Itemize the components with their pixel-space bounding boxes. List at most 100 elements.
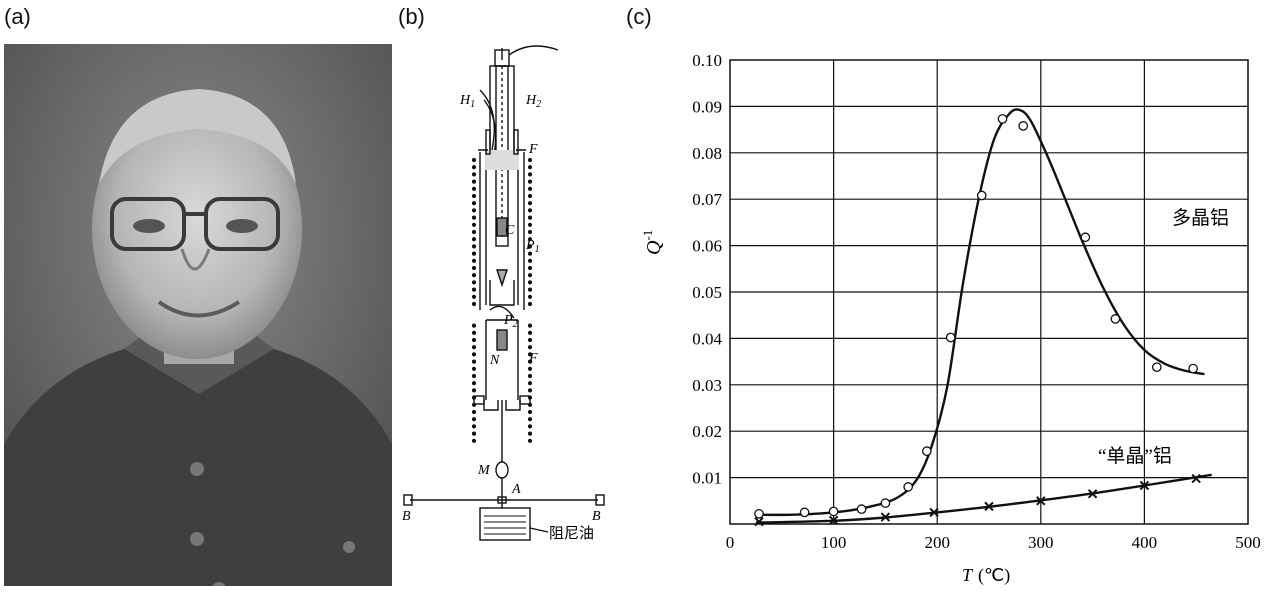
- coil-dot-left: [471, 201, 477, 206]
- beam-end-left: [403, 494, 413, 506]
- coil-dot-left: [471, 251, 477, 256]
- coil-dot-right: [527, 244, 533, 249]
- coil-dot-right: [527, 417, 533, 422]
- coil-dot-right: [527, 201, 533, 206]
- coil-dot-right: [527, 323, 533, 328]
- coil-dot-left: [471, 186, 477, 191]
- chart-grid: [730, 60, 1248, 524]
- coil-dot-right: [527, 287, 533, 292]
- coil-dot-left: [471, 280, 477, 285]
- panel-b-label: (b): [398, 4, 425, 29]
- coil-dot-right: [527, 258, 533, 263]
- label-A: A: [511, 482, 521, 497]
- coil-dot-right: [527, 359, 533, 364]
- label-F-top: F: [528, 142, 538, 157]
- coil-dot-left: [471, 373, 477, 379]
- coil-dot-left: [471, 258, 477, 263]
- data-point-cross: [929, 507, 939, 518]
- data-point-cross: [754, 516, 764, 527]
- coil-dot-right: [527, 237, 533, 242]
- y-tick-label: 0.01: [692, 469, 722, 488]
- plot-frame: [729, 59, 1249, 525]
- coil-dot-right: [527, 301, 533, 307]
- x-tick-label: 400: [1132, 533, 1158, 552]
- coil-dot-left: [471, 352, 477, 357]
- y-tick-label: 0.10: [692, 51, 722, 70]
- data-point-circle: [997, 114, 1008, 124]
- coil-dot-right: [527, 381, 533, 386]
- coil-dot-left: [471, 244, 477, 249]
- coil-dot-left: [471, 431, 477, 436]
- data-point-circle: [903, 482, 914, 492]
- coil-dot-right: [527, 215, 533, 220]
- coil-dot-right: [527, 294, 533, 299]
- data-point-circle: [1018, 121, 1029, 131]
- data-point-circle: [976, 190, 987, 201]
- coil-dot-left: [471, 179, 477, 184]
- q-inverse-chart: 0.01 0.02 0.03 0.04 0.05 0.06 0.07 0.08 0.09 0.10…: [640, 51, 1261, 586]
- y-tick-label: 0.08: [692, 144, 722, 163]
- apparatus-diagram: H1 H2 F C P1 P2 N F M A B B 阻尼油: [402, 45, 605, 542]
- coil-dot-left: [471, 402, 477, 407]
- data-point-cross: [1139, 480, 1150, 491]
- label-M: M: [477, 463, 491, 478]
- portrait-photo: [4, 44, 392, 586]
- coil-dot-right: [527, 186, 533, 191]
- coil-dot-right: [527, 251, 533, 256]
- data-point-cross: [828, 515, 839, 525]
- data-point-cross: [1036, 496, 1046, 506]
- coil-dot-left: [471, 323, 477, 328]
- label-damping-oil: 阻尼油: [549, 525, 594, 542]
- label-F-bottom: F: [528, 351, 538, 366]
- series-curve-0: [759, 108, 1205, 517]
- coil-dot-left: [471, 337, 477, 343]
- coil-dot-left: [471, 424, 477, 429]
- series-label-single-crystal: “单晶”铝: [1098, 445, 1172, 467]
- data-point-circle: [1080, 232, 1091, 243]
- coil-dot-right: [527, 265, 533, 271]
- coil-dot-right: [527, 424, 533, 429]
- coil-dot-left: [471, 409, 477, 415]
- coil-dot-right: [527, 388, 533, 393]
- coil-dot-left: [471, 165, 477, 170]
- coil-dot-right: [527, 373, 533, 379]
- coil-dot-left: [471, 193, 477, 199]
- coil-dot-right: [527, 337, 533, 343]
- coil-dot-right: [527, 330, 533, 335]
- data-point-circle: [1110, 314, 1121, 324]
- x-axis-label: T (℃): [962, 565, 1010, 586]
- coil-dot-left: [471, 301, 477, 307]
- coil-dot-right: [527, 208, 533, 213]
- y-tick-label: 0.05: [692, 283, 722, 302]
- coil-dot-right: [527, 280, 533, 285]
- beam-end-right: [595, 494, 605, 506]
- coil-dot-right: [527, 229, 533, 235]
- coil-dot-right: [527, 157, 533, 163]
- coil-dot-right: [527, 193, 533, 199]
- label-H1: H1: [459, 93, 475, 110]
- data-point-circle: [1151, 362, 1162, 373]
- data-point-circle: [828, 506, 839, 517]
- y-tick-label: 0.06: [692, 237, 722, 256]
- coil-dot-left: [471, 438, 477, 443]
- coil-dot-left: [471, 388, 477, 393]
- coil-dot-left: [471, 172, 477, 177]
- data-point-circle: [1188, 363, 1198, 374]
- y-tick-label: 0.07: [692, 190, 722, 209]
- x-tick-label: 100: [821, 533, 847, 552]
- coil-dot-right: [527, 345, 533, 350]
- y-tick-label: 0.09: [692, 97, 722, 116]
- heater-coil: [471, 157, 533, 443]
- coil-dot-right: [527, 402, 533, 407]
- coil-dot-right: [527, 352, 533, 357]
- coil-dot-right: [527, 431, 533, 436]
- coil-dot-left: [471, 265, 477, 271]
- coil-dot-right: [527, 165, 533, 170]
- coil-dot-left: [471, 222, 477, 227]
- x-tick-label: 300: [1028, 533, 1054, 552]
- data-point-cross: [984, 501, 994, 512]
- mass-M: [495, 461, 509, 479]
- y-tick-label: 0.03: [692, 376, 722, 395]
- coil-dot-left: [471, 237, 477, 242]
- x-tick-label: 0: [726, 533, 735, 552]
